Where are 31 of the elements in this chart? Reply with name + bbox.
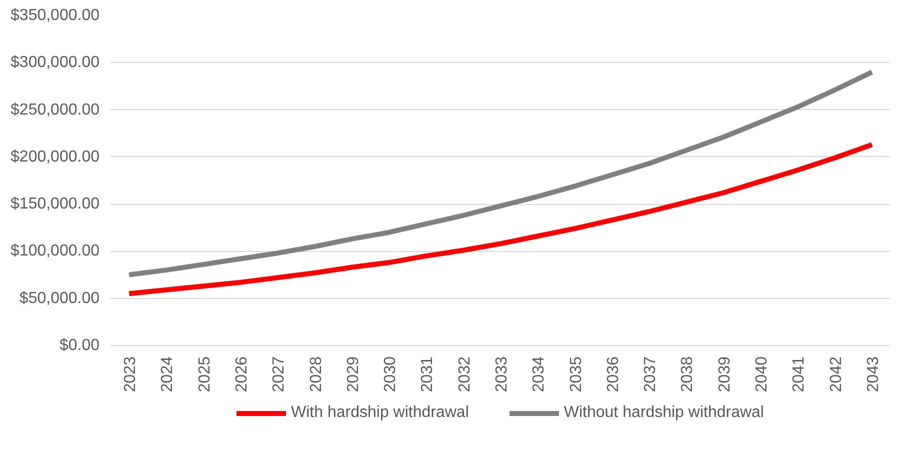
x-tick-label: 2027 [270, 356, 288, 392]
x-tick-label: 2041 [790, 356, 808, 392]
x-tick-label: 2040 [754, 356, 770, 392]
x-tick-label: 2034 [530, 356, 548, 392]
x-tick-label: 2031 [419, 356, 436, 392]
legend-label: With hardship withdrawal [291, 404, 469, 422]
legend-label: Without hardship withdrawal [564, 404, 764, 422]
x-tick-label: 2032 [456, 356, 474, 392]
x-tick-label: 2043 [864, 356, 882, 392]
x-tick-label: 2042 [828, 356, 845, 392]
x-tick-label: 2030 [382, 356, 400, 392]
y-tick-label: $250,000.00 [10, 101, 100, 118]
x-tick-label: 2024 [159, 356, 176, 392]
y-tick-label: $150,000.00 [10, 196, 100, 213]
x-tick-label: 2036 [604, 356, 622, 392]
y-tick-label: $200,000.00 [10, 148, 100, 166]
x-tick-label: 2028 [308, 356, 325, 392]
x-tick-label: 2035 [568, 356, 585, 392]
x-tick-label: 2038 [679, 356, 696, 392]
x-tick-label: 2033 [494, 356, 510, 392]
y-tick-label: $0.00 [59, 337, 100, 354]
x-tick-label: 2039 [716, 356, 734, 392]
y-tick-label: $350,000.00 [10, 7, 100, 24]
y-tick-label: $300,000.00 [10, 54, 100, 72]
x-tick-label: 2023 [122, 356, 140, 392]
x-tick-label: 2037 [642, 356, 660, 392]
x-tick-label: 2026 [234, 356, 250, 392]
y-tick-label: $50,000.00 [19, 290, 100, 307]
x-tick-label: 2025 [196, 356, 214, 392]
x-tick-label: 2029 [344, 356, 362, 392]
y-tick-label: $100,000.00 [10, 242, 100, 260]
